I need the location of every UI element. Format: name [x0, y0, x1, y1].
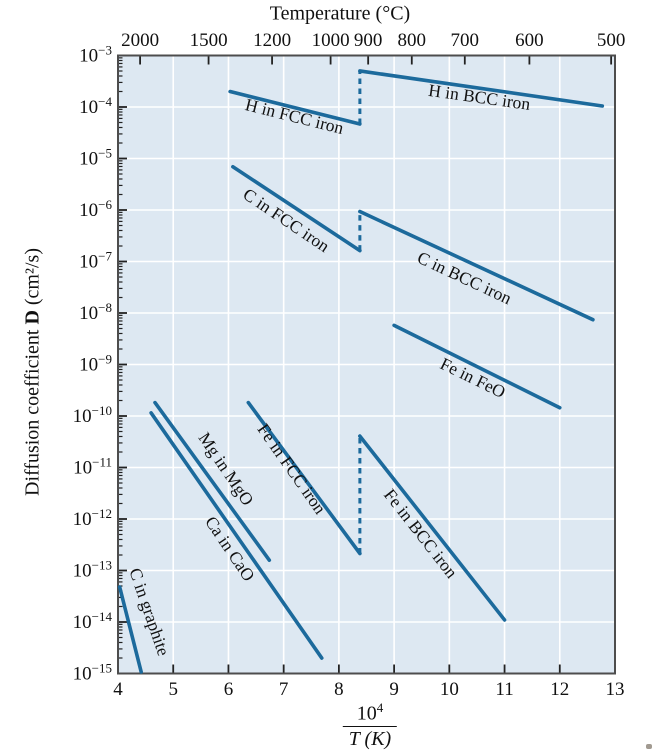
y-tick-label-1e-4: 10−4 — [79, 94, 112, 118]
top-tick-label-1000: 1000 — [312, 30, 350, 51]
top-tick-label-600: 600 — [515, 30, 544, 51]
series-line-h-in-bcc-iron — [358, 69, 605, 108]
x-tick-label-10: 10 — [440, 679, 459, 700]
y-tick-label-1e-10: 10−10 — [73, 403, 112, 427]
top-tick-label-500: 500 — [597, 30, 626, 51]
series-line-mg-in-mgo — [153, 400, 272, 563]
series-line-fe-in-feo — [392, 323, 562, 410]
series-line-ca-in-cao — [149, 411, 324, 660]
x-tick-label-7: 7 — [279, 679, 289, 700]
top-tick-label-700: 700 — [451, 30, 480, 51]
x-tick-label-5: 5 — [168, 679, 178, 700]
page-corner-artifact — [646, 744, 652, 749]
y-tick-label-1e-7: 10−7 — [79, 249, 112, 273]
x-tick-label-12: 12 — [550, 679, 569, 700]
top-tick-label-1500: 1500 — [190, 30, 228, 51]
x-tick-label-4: 4 — [113, 679, 123, 700]
top-tick-label-2000: 2000 — [121, 30, 159, 51]
top-axis-title: Temperature (°C) — [269, 2, 411, 25]
series-line-h-in-fcc-iron — [228, 89, 362, 126]
y-tick-label-1e-11: 10−11 — [73, 455, 112, 479]
y-tick-label-1e-6: 10−6 — [79, 197, 112, 221]
y-tick-label-1e-12: 10−12 — [73, 506, 112, 530]
plot-frame — [117, 54, 616, 675]
x-tick-label-6: 6 — [224, 679, 234, 700]
series-line-c-in-bcc-iron — [358, 209, 595, 322]
y-tick-label-1e-15: 10−15 — [73, 661, 112, 685]
bottom-axis-title-numerator: 104 — [356, 700, 384, 725]
y-tick-label-1e-14: 10−14 — [73, 609, 113, 633]
series-line-c-in-fcc-iron — [231, 164, 362, 253]
series-line-fe-in-fcc-iron — [246, 400, 362, 556]
bottom-axis-title-denominator: T (K) — [342, 725, 398, 751]
series-line-fe-in-bcc-iron — [358, 434, 507, 622]
y-tick-label-1e-9: 10−9 — [79, 352, 112, 376]
bottom-axis-title: 104 T (K) — [342, 700, 398, 751]
series-line-c-in-graphite — [117, 585, 143, 674]
y-tick-label-1e-3: 10−3 — [79, 43, 112, 67]
top-tick-label-900: 900 — [354, 30, 383, 51]
top-tick-label-1200: 1200 — [253, 30, 291, 51]
y-tick-label-1e-5: 10−5 — [79, 146, 112, 170]
x-tick-label-11: 11 — [495, 679, 513, 700]
y-tick-label-1e-8: 10−8 — [79, 300, 112, 324]
x-tick-label-9: 9 — [389, 679, 399, 700]
top-tick-label-800: 800 — [398, 30, 427, 51]
x-tick-label-13: 13 — [606, 679, 625, 700]
y-tick-label-1e-13: 10−13 — [73, 558, 112, 582]
x-tick-label-8: 8 — [334, 679, 344, 700]
